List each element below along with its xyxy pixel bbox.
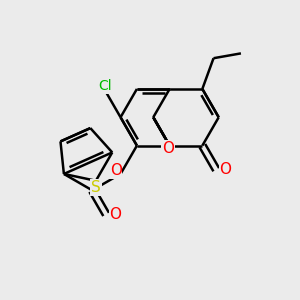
Text: Cl: Cl (98, 79, 112, 93)
Text: O: O (110, 163, 122, 178)
Text: S: S (91, 180, 101, 195)
Text: O: O (162, 141, 174, 156)
Text: O: O (109, 207, 121, 222)
Text: O: O (219, 162, 231, 177)
